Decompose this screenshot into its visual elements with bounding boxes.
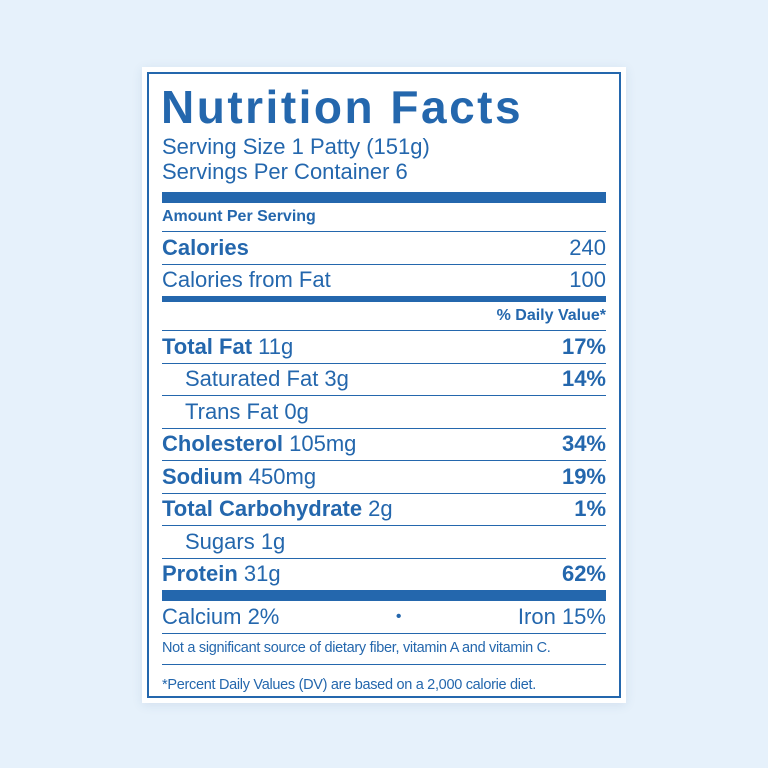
- nutrient-name: Trans Fat 0g: [185, 398, 309, 424]
- nutrient-name: Sugars 1g: [185, 528, 286, 554]
- nutrient-row-total-fat: Total Fat 11g 17%: [162, 331, 606, 364]
- amount-per-serving-row: Amount Per Serving: [162, 203, 606, 232]
- nutrient-row-cholesterol: Cholesterol 105mg 34%: [162, 429, 606, 461]
- calcium-value: Calcium 2%: [162, 604, 280, 629]
- nutrient-amount: 105mg: [283, 431, 357, 457]
- nutrient-name: Protein: [162, 561, 238, 587]
- thick-divider: [162, 192, 606, 203]
- nutrient-amount: 450mg: [242, 463, 317, 489]
- nutrient-name: Sodium: [162, 463, 243, 489]
- nutrient-row-saturated-fat: Saturated Fat 3g 14%: [162, 364, 606, 396]
- thick-divider: [162, 590, 606, 601]
- calories-row: Calories 240: [162, 232, 606, 265]
- nutrient-row-sugars: Sugars 1g: [162, 526, 606, 559]
- serving-size: Serving Size 1 Patty (151g): [162, 134, 430, 159]
- calories-from-fat-row: Calories from Fat 100: [162, 265, 606, 297]
- nutrient-amount: 2g: [362, 496, 393, 522]
- nutrient-amount: 31g: [237, 561, 281, 587]
- nutrient-dv: 19%: [561, 463, 606, 489]
- medium-divider: [162, 296, 606, 302]
- nutrient-row-trans-fat: Trans Fat 0g: [162, 396, 606, 429]
- nutrient-dv: 1%: [574, 496, 606, 522]
- nutrient-name: Total Fat: [162, 333, 253, 359]
- label-title: Nutrition Facts: [161, 81, 524, 133]
- nutrient-row-protein: Protein 31g 62%: [162, 559, 606, 591]
- nutrient-dv: 17%: [561, 333, 606, 359]
- calories-label: Calories: [162, 234, 249, 260]
- nutrient-dv: 34%: [561, 431, 606, 457]
- iron-value: Iron 15%: [517, 604, 606, 629]
- nutrient-dv: 62%: [561, 561, 606, 587]
- nutrient-name: Cholesterol: [162, 431, 284, 457]
- daily-value-header-row: % Daily Value*: [162, 302, 606, 331]
- footnote-daily-values: *Percent Daily Values (DV) are based on …: [162, 677, 536, 693]
- amount-per-serving: Amount Per Serving: [162, 208, 316, 225]
- daily-value-header: % Daily Value*: [496, 307, 606, 324]
- footnote-fiber: Not a significant source of dietary fibe…: [162, 634, 606, 665]
- calories-from-fat-label: Calories from Fat: [162, 267, 331, 293]
- nutrient-row-total-carbohydrate: Total Carbohydrate 2g 1%: [162, 494, 606, 526]
- nutrition-label: Nutrition Facts Serving Size 1 Patty (15…: [147, 72, 621, 698]
- nutrient-amount: 11g: [252, 333, 294, 359]
- nutrient-name: Saturated Fat 3g: [185, 366, 349, 392]
- servings-per-container: Servings Per Container 6: [162, 159, 408, 184]
- calories-from-fat-value: 100: [569, 267, 606, 293]
- nutrient-dv: 14%: [561, 366, 606, 392]
- bullet-separator: •: [395, 608, 402, 625]
- nutrient-row-sodium: Sodium 450mg 19%: [162, 461, 606, 494]
- calories-value: 240: [569, 234, 606, 260]
- nutrient-name: Total Carbohydrate: [162, 496, 363, 522]
- vitamins-row: Calcium 2% • Iron 15%: [162, 601, 606, 634]
- nutrition-label-card: Nutrition Facts Serving Size 1 Patty (15…: [142, 67, 626, 703]
